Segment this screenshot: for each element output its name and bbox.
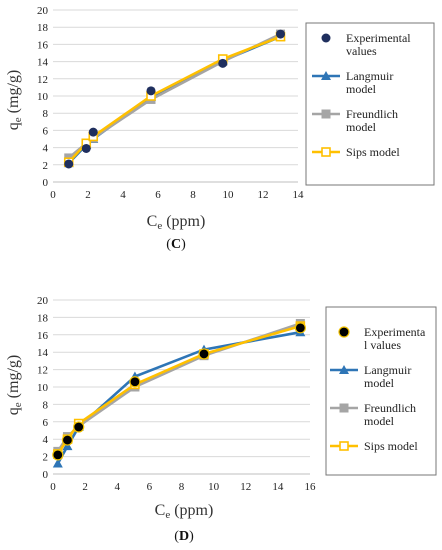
data-point (88, 127, 98, 137)
series-dot (64, 29, 285, 169)
legend-label: Langmuir (364, 363, 411, 377)
y-tick-label: 4 (43, 143, 49, 155)
y-tick-label: 20 (37, 295, 49, 307)
y-axis-label: qe(mg/g) (5, 70, 24, 130)
legend-label: Sips model (346, 145, 400, 159)
x-tick-label: 8 (179, 481, 185, 493)
data-point (73, 421, 85, 433)
y-tick-label: 18 (37, 22, 49, 34)
x-tick-label: 16 (305, 481, 317, 493)
y-tick-label: 16 (37, 330, 49, 342)
legend-box (305, 22, 435, 186)
y-tick-label: 8 (43, 399, 49, 411)
x-tick-label: 2 (82, 481, 88, 493)
y-tick-label: 10 (37, 91, 49, 103)
series-line (67, 35, 282, 164)
data-point (52, 458, 63, 468)
series-line (56, 324, 301, 455)
legend-label: Experimental (346, 31, 411, 45)
data-point (294, 322, 306, 334)
data-point (198, 348, 210, 360)
series-opensquare (53, 321, 306, 459)
y-tick-label: 20 (37, 5, 49, 17)
series-triangle (52, 327, 306, 468)
chart-c: 0 2 4 6 8 10 12 14 16 18 20 0 2 4 6 8 10 12 14 Experimental… (5, 5, 435, 252)
y-tick-label: 12 (37, 365, 48, 377)
x-tick-label: 0 (50, 481, 56, 493)
legend-marker (321, 147, 331, 157)
y-axis-label: qe(mg/g) (5, 355, 24, 415)
x-tick-label: 4 (120, 189, 126, 201)
legend-marker (339, 403, 349, 413)
data-point (129, 376, 141, 388)
x-tick-label: 10 (208, 481, 220, 493)
y-tick-label: 0 (43, 177, 49, 189)
y-tick-label: 16 (37, 39, 49, 51)
legend-label: Freundlich (346, 107, 398, 121)
y-tick-label: 12 (37, 74, 48, 86)
plot-area: 0 2 4 6 8 10 12 14 16 18 20 0 2 4 6 8 10 12 14 Experimental… (37, 5, 411, 201)
legend-label: values (346, 44, 377, 58)
data-point (218, 58, 228, 68)
y-tick-label: 8 (43, 108, 49, 120)
legend-marker (321, 109, 331, 119)
legend-marker (339, 365, 349, 374)
data-point (146, 86, 156, 96)
legend-marker (339, 441, 349, 451)
x-tick-label: 14 (272, 481, 284, 493)
legend-label: l values (364, 338, 401, 352)
plot-area: 0 2 4 6 8 10 12 14 16 18 20 0 2 4 6 8 10 12 14 16 Experiment… (37, 295, 426, 493)
data-point (52, 449, 64, 461)
series-bigdot (52, 322, 306, 461)
panel-label: (C) (166, 237, 186, 252)
x-tick-label: 10 (223, 189, 235, 201)
y-tick-label: 18 (37, 312, 49, 324)
x-tick-label: 8 (190, 189, 196, 201)
legend-label: model (346, 120, 377, 134)
series-opensquare (63, 31, 286, 168)
data-point (276, 29, 285, 39)
x-tick-label: 0 (50, 189, 56, 201)
y-tick-label: 10 (37, 382, 49, 394)
x-tick-label: 12 (240, 481, 251, 493)
y-tick-label: 14 (37, 57, 49, 69)
data-point (61, 434, 74, 446)
x-tick-label: 12 (258, 189, 269, 201)
legend-marker (338, 326, 350, 338)
legend-label: model (364, 414, 395, 428)
series-triangle (63, 31, 286, 168)
legend-label: model (364, 376, 395, 390)
chart-d: 0 2 4 6 8 10 12 14 16 18 20 0 2 4 6 8 10 12 14 16 Experiment… (5, 295, 437, 544)
y-tick-label: 6 (43, 417, 49, 429)
legend-label: Langmuir (346, 69, 393, 83)
y-tick-label: 2 (43, 160, 49, 172)
data-point (64, 159, 74, 169)
legend-label: Freundlich (364, 401, 416, 415)
x-tick-label: 14 (293, 189, 305, 201)
series-line (67, 35, 281, 164)
legend-label: Experimenta (364, 325, 426, 339)
x-axis-label: Ce (ppm) (147, 213, 206, 232)
panel-label: (D) (174, 529, 194, 544)
legend-marker (321, 33, 331, 43)
legend-marker (321, 71, 331, 80)
x-tick-label: 6 (147, 481, 153, 493)
legend-label: model (346, 82, 377, 96)
y-tick-label: 0 (43, 469, 49, 481)
legend-label: Sips model (364, 439, 418, 453)
x-tick-label: 4 (115, 481, 121, 493)
data-point (81, 143, 91, 153)
y-tick-label: 4 (43, 434, 49, 446)
x-axis-label: Ce (ppm) (155, 502, 214, 521)
y-tick-label: 2 (43, 452, 49, 464)
y-tick-label: 6 (43, 125, 49, 137)
x-tick-label: 6 (155, 189, 161, 201)
y-tick-label: 14 (37, 347, 49, 359)
x-tick-label: 2 (85, 189, 91, 201)
